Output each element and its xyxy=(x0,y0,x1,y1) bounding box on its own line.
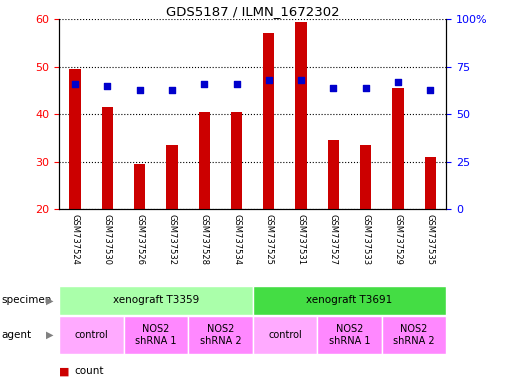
Title: GDS5187 / ILMN_1672302: GDS5187 / ILMN_1672302 xyxy=(166,5,340,18)
Bar xyxy=(382,316,446,354)
Text: NOS2
shRNA 1: NOS2 shRNA 1 xyxy=(329,324,370,346)
Bar xyxy=(295,22,307,209)
Text: xenograft T3691: xenograft T3691 xyxy=(306,295,392,306)
Text: GSM737525: GSM737525 xyxy=(264,214,273,265)
Point xyxy=(394,79,402,85)
Text: GSM737534: GSM737534 xyxy=(232,214,241,265)
Point xyxy=(71,81,79,87)
Point xyxy=(329,84,338,91)
Bar xyxy=(360,145,371,209)
Bar xyxy=(199,112,210,209)
Point xyxy=(168,86,176,93)
Bar xyxy=(231,112,242,209)
Text: count: count xyxy=(74,366,104,376)
Text: control: control xyxy=(268,330,302,340)
Bar xyxy=(69,69,81,209)
Text: control: control xyxy=(74,330,108,340)
Text: specimen: specimen xyxy=(1,295,51,306)
Point xyxy=(297,77,305,83)
Text: NOS2
shRNA 1: NOS2 shRNA 1 xyxy=(135,324,176,346)
Bar xyxy=(102,107,113,209)
Bar xyxy=(252,286,446,315)
Text: ▶: ▶ xyxy=(46,295,53,306)
Text: ▶: ▶ xyxy=(46,330,53,340)
Bar xyxy=(59,286,252,315)
Bar xyxy=(124,316,188,354)
Bar xyxy=(252,316,317,354)
Point xyxy=(426,86,435,93)
Text: NOS2
shRNA 2: NOS2 shRNA 2 xyxy=(200,324,241,346)
Text: xenograft T3359: xenograft T3359 xyxy=(113,295,199,306)
Point xyxy=(103,83,111,89)
Point xyxy=(265,77,273,83)
Bar xyxy=(317,316,382,354)
Point xyxy=(232,81,241,87)
Point xyxy=(362,84,370,91)
Text: GSM737535: GSM737535 xyxy=(426,214,435,265)
Text: GSM737529: GSM737529 xyxy=(393,214,402,265)
Point xyxy=(200,81,208,87)
Text: ■: ■ xyxy=(59,366,69,376)
Text: GSM737531: GSM737531 xyxy=(297,214,306,265)
Text: agent: agent xyxy=(1,330,31,340)
Bar xyxy=(59,316,124,354)
Text: GSM737528: GSM737528 xyxy=(200,214,209,265)
Bar xyxy=(392,88,404,209)
Bar xyxy=(188,316,252,354)
Text: GSM737527: GSM737527 xyxy=(329,214,338,265)
Bar xyxy=(263,33,274,209)
Text: GSM737526: GSM737526 xyxy=(135,214,144,265)
Text: GSM737533: GSM737533 xyxy=(361,214,370,265)
Bar xyxy=(328,141,339,209)
Text: GSM737532: GSM737532 xyxy=(167,214,176,265)
Text: GSM737524: GSM737524 xyxy=(71,214,80,265)
Text: NOS2
shRNA 2: NOS2 shRNA 2 xyxy=(393,324,435,346)
Text: GSM737530: GSM737530 xyxy=(103,214,112,265)
Bar xyxy=(425,157,436,209)
Bar xyxy=(166,145,177,209)
Point xyxy=(135,86,144,93)
Bar xyxy=(134,164,145,209)
